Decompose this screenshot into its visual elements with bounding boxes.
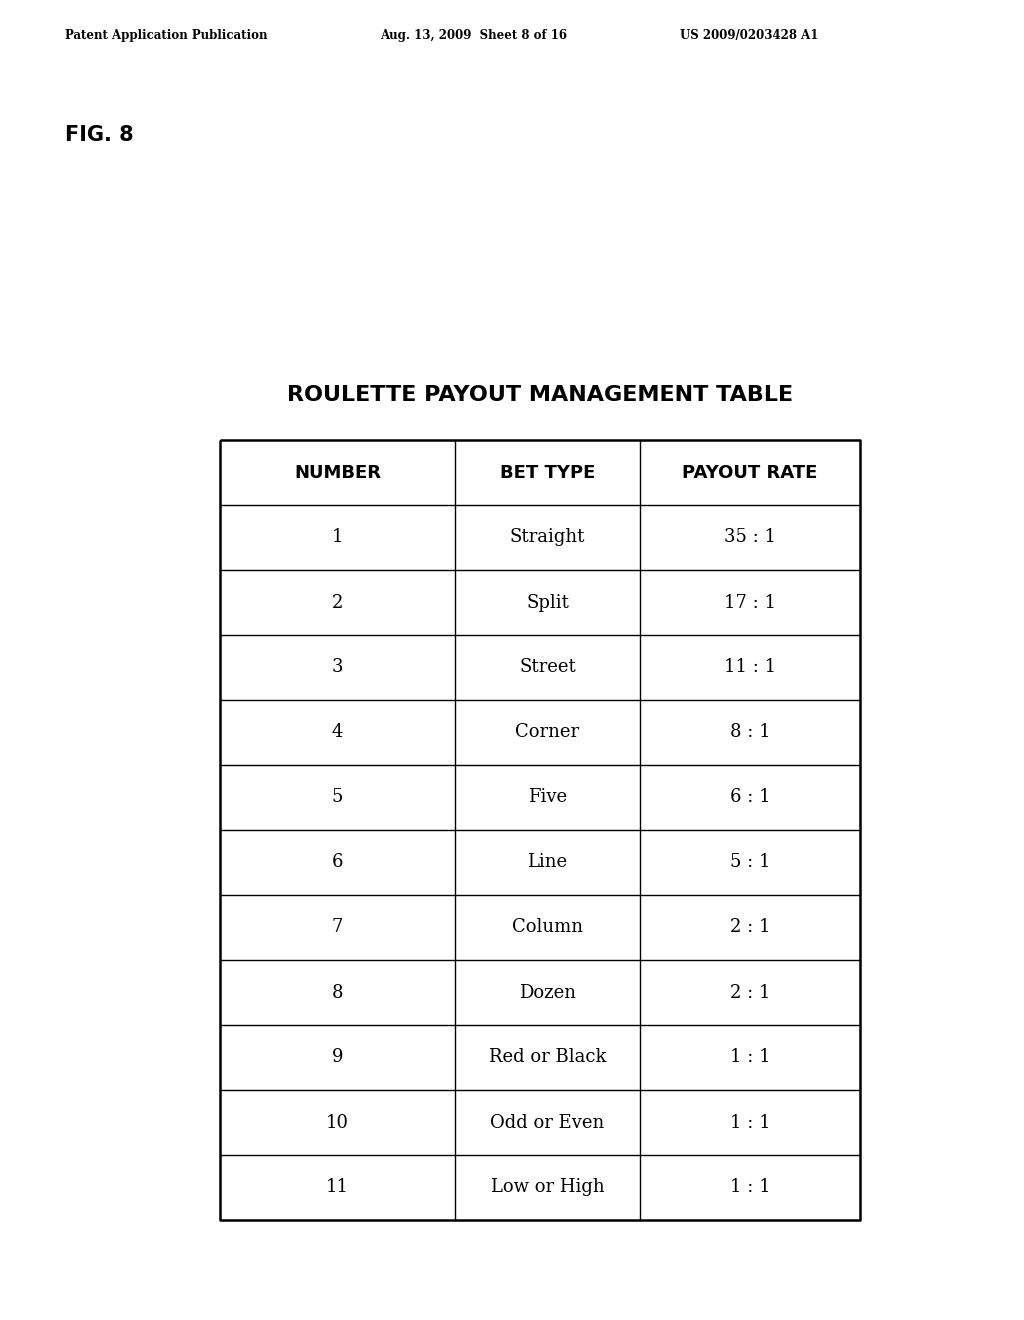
Text: Split: Split <box>526 594 569 611</box>
Text: 2: 2 <box>332 594 343 611</box>
Text: 5: 5 <box>332 788 343 807</box>
Text: 6: 6 <box>332 854 343 871</box>
Text: NUMBER: NUMBER <box>294 463 381 482</box>
Text: 2 : 1: 2 : 1 <box>730 919 770 936</box>
Text: US 2009/0203428 A1: US 2009/0203428 A1 <box>680 29 818 41</box>
Text: 17 : 1: 17 : 1 <box>724 594 776 611</box>
Text: Street: Street <box>519 659 575 676</box>
Text: 4: 4 <box>332 723 343 742</box>
Text: 1 : 1: 1 : 1 <box>730 1179 770 1196</box>
Text: 11 : 1: 11 : 1 <box>724 659 776 676</box>
Text: Patent Application Publication: Patent Application Publication <box>65 29 267 41</box>
Text: BET TYPE: BET TYPE <box>500 463 595 482</box>
Text: 8: 8 <box>332 983 343 1002</box>
Text: 9: 9 <box>332 1048 343 1067</box>
Text: Odd or Even: Odd or Even <box>490 1114 604 1131</box>
Text: 1 : 1: 1 : 1 <box>730 1114 770 1131</box>
Text: FIG. 8: FIG. 8 <box>65 125 133 145</box>
Text: Red or Black: Red or Black <box>488 1048 606 1067</box>
Text: 6 : 1: 6 : 1 <box>730 788 770 807</box>
Text: 10: 10 <box>326 1114 349 1131</box>
Text: 1: 1 <box>332 528 343 546</box>
Text: 7: 7 <box>332 919 343 936</box>
Text: 2 : 1: 2 : 1 <box>730 983 770 1002</box>
Text: 11: 11 <box>326 1179 349 1196</box>
Text: 5 : 1: 5 : 1 <box>730 854 770 871</box>
Text: 3: 3 <box>332 659 343 676</box>
Text: Aug. 13, 2009  Sheet 8 of 16: Aug. 13, 2009 Sheet 8 of 16 <box>380 29 567 41</box>
Text: 35 : 1: 35 : 1 <box>724 528 776 546</box>
Text: Line: Line <box>527 854 567 871</box>
Text: Low or High: Low or High <box>490 1179 604 1196</box>
Text: PAYOUT RATE: PAYOUT RATE <box>682 463 818 482</box>
Text: Five: Five <box>528 788 567 807</box>
Text: ROULETTE PAYOUT MANAGEMENT TABLE: ROULETTE PAYOUT MANAGEMENT TABLE <box>287 385 793 405</box>
Text: Corner: Corner <box>515 723 580 742</box>
Text: Column: Column <box>512 919 583 936</box>
Text: 8 : 1: 8 : 1 <box>730 723 770 742</box>
Text: Dozen: Dozen <box>519 983 575 1002</box>
Text: Straight: Straight <box>510 528 585 546</box>
Text: 1 : 1: 1 : 1 <box>730 1048 770 1067</box>
